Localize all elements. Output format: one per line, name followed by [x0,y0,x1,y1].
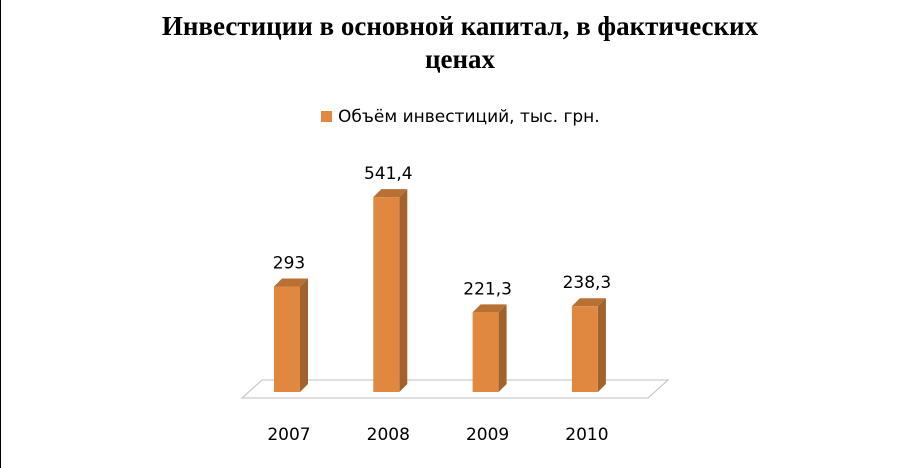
bar-top [373,189,408,198]
x-tick-label: 2010 [565,425,608,445]
x-tick-label: 2008 [367,425,410,445]
x-tick-label: 2009 [466,425,509,445]
bar [472,312,499,392]
data-label: 238,3 [563,273,612,293]
chart-title: Инвестиции в основной капитал, в фактиче… [161,11,759,74]
data-label: 293 [273,254,305,274]
bar-top [571,298,606,307]
bar [571,306,598,392]
bar [373,197,400,392]
title-box: Инвестиции в основной капитал, в фактиче… [161,11,759,74]
bar-top [472,304,507,313]
bar-side [399,189,408,392]
legend-label: Объём инвестиций, тыс. грн. [338,107,600,127]
bar [274,286,300,392]
data-label: 221,3 [463,279,512,299]
bar-top [274,278,308,287]
legend-swatch [321,111,332,122]
bar-side [300,278,308,392]
x-tick-label: 2007 [267,425,310,445]
bar-side [597,298,606,392]
data-label: 541,4 [364,164,413,184]
bar-side [498,304,507,392]
floor [240,379,670,399]
